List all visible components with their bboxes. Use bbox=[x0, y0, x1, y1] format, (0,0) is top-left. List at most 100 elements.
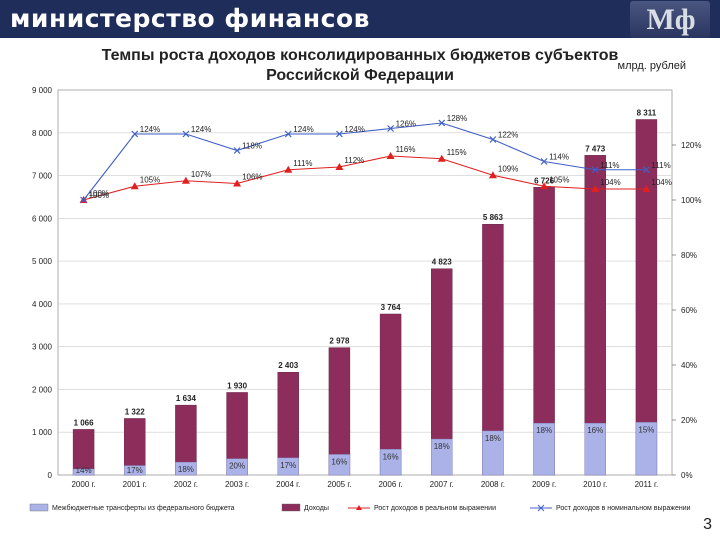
x-tick-label: 2002 г. bbox=[174, 480, 198, 489]
real-growth-marker bbox=[130, 182, 139, 190]
revenue-value-label: 2 978 bbox=[329, 337, 350, 346]
nominal-growth-marker bbox=[591, 166, 599, 174]
y-right-tick-label: 80% bbox=[681, 251, 697, 260]
nominal-growth-value-label: 126% bbox=[396, 120, 416, 129]
nominal-growth-marker bbox=[387, 125, 395, 132]
real-growth-value-label: 105% bbox=[140, 175, 160, 184]
transfers-bar bbox=[72, 468, 95, 476]
nominal-growth-marker bbox=[489, 136, 497, 143]
x-tick-label: 2009 г. bbox=[532, 480, 556, 489]
nominal-growth-marker bbox=[642, 166, 650, 174]
x-tick-label: 2011 г. bbox=[635, 480, 659, 489]
revenue-value-label: 1 930 bbox=[227, 381, 248, 390]
transfers-bar bbox=[431, 438, 453, 476]
chart-title: Темпы роста доходов консолидированных бю… bbox=[0, 46, 720, 86]
nominal-growth-value-label: 111% bbox=[651, 161, 670, 170]
chart-title-line2: Российской Федерации bbox=[266, 67, 454, 84]
nominal-growth-marker bbox=[438, 119, 446, 127]
transfers-bar bbox=[482, 430, 504, 476]
nominal-growth-value-label: 124% bbox=[140, 125, 160, 134]
transfers-share-label: 14% bbox=[76, 466, 92, 475]
real-growth-value-label: 112% bbox=[344, 156, 364, 165]
transfers-bar bbox=[175, 461, 197, 476]
legend-revenue-label: Доходы bbox=[304, 505, 329, 512]
y-left-tick-label: 2 000 bbox=[32, 385, 53, 394]
y-left-tick-label: 3 000 bbox=[32, 343, 53, 352]
transfers-bar bbox=[328, 454, 351, 476]
real-growth-value-label: 109% bbox=[498, 164, 518, 173]
page-number: 3 bbox=[703, 516, 712, 533]
nominal-growth-value-label: 124% bbox=[344, 125, 364, 134]
revenue-value-label: 1 322 bbox=[125, 407, 146, 416]
nominal-growth-value-label: 124% bbox=[293, 125, 313, 134]
y-right-tick-label: 40% bbox=[681, 361, 697, 370]
real-growth-marker bbox=[335, 163, 344, 170]
nominal-growth-value-label: 111% bbox=[600, 161, 619, 170]
y-left-tick-label: 7 000 bbox=[32, 172, 53, 181]
y-left-tick-label: 6 000 bbox=[32, 214, 53, 223]
legend-revenue-swatch bbox=[281, 503, 301, 512]
transfers-share-label: 16% bbox=[587, 426, 603, 435]
nominal-growth-value-label: 124% bbox=[191, 125, 211, 134]
real-growth-value-label: 104% bbox=[600, 178, 620, 187]
revenue-bar bbox=[635, 119, 658, 476]
x-tick-label: 2006 г. bbox=[378, 480, 402, 489]
nominal-growth-marker bbox=[540, 158, 548, 165]
real-growth-value-label: 100% bbox=[89, 189, 109, 198]
x-tick-label: 2005 г. bbox=[327, 480, 351, 489]
real-growth-marker bbox=[181, 176, 190, 184]
nominal-growth-marker bbox=[80, 196, 88, 204]
nominal-growth-value-label: 128% bbox=[447, 114, 467, 123]
real-growth-marker bbox=[642, 185, 651, 192]
transfers-share-label: 18% bbox=[536, 426, 552, 435]
transfers-share-label: 17% bbox=[280, 461, 296, 470]
chart-title-line1: Темпы роста доходов консолидированных бю… bbox=[101, 47, 619, 64]
transfers-share-label: 16% bbox=[383, 452, 399, 461]
ministry-logo: Мф bbox=[646, 3, 696, 36]
real-growth-marker bbox=[591, 185, 600, 192]
nominal-growth-marker bbox=[335, 130, 343, 138]
transfers-bar bbox=[635, 422, 658, 476]
y-right-tick-label: 0% bbox=[681, 471, 693, 480]
revenue-value-label: 4 823 bbox=[432, 258, 453, 267]
y-left-tick-label: 5 000 bbox=[32, 257, 53, 266]
y-left-tick-label: 9 000 bbox=[32, 86, 53, 95]
nominal-growth-value-label: 122% bbox=[498, 131, 518, 140]
revenue-value-label: 5 863 bbox=[483, 213, 504, 222]
revenue-value-label: 1 066 bbox=[74, 418, 95, 427]
transfers-bar bbox=[584, 423, 606, 476]
transfers-share-label: 17% bbox=[127, 466, 143, 475]
x-tick-label: 2008 г. bbox=[481, 480, 505, 489]
legend-transfers-swatch bbox=[29, 503, 49, 512]
x-tick-label: 2000 г. bbox=[71, 480, 95, 489]
legend-real-growth-label: Рост доходов в реальном выражении bbox=[374, 505, 496, 512]
transfers-bar bbox=[226, 458, 248, 476]
legend-transfers-label: Межбюджетные трансферты из федерального … bbox=[52, 504, 235, 512]
transfers-share-label: 15% bbox=[638, 425, 654, 434]
revenue-value-label: 1 634 bbox=[176, 394, 197, 403]
revenue-value-label: 2 403 bbox=[278, 361, 299, 370]
transfers-bar bbox=[277, 457, 299, 476]
nominal-growth-value-label: 114% bbox=[549, 153, 569, 162]
real-growth-value-label: 105% bbox=[549, 175, 569, 184]
nominal-growth-marker bbox=[233, 147, 241, 154]
x-tick-label: 2004 г. bbox=[276, 480, 300, 489]
y-right-tick-label: 60% bbox=[681, 306, 697, 315]
transfers-share-label: 18% bbox=[485, 434, 501, 443]
x-tick-label: 2003 г. bbox=[225, 480, 249, 489]
real-growth-value-label: 111% bbox=[293, 159, 312, 168]
units-label: млрд. рублей bbox=[617, 60, 686, 72]
y-left-tick-label: 0 bbox=[48, 471, 53, 480]
nominal-growth-marker bbox=[182, 130, 190, 138]
transfers-share-label: 20% bbox=[229, 462, 245, 471]
y-right-tick-label: 20% bbox=[681, 416, 697, 425]
nominal-growth-value-label: 118% bbox=[242, 142, 262, 151]
real-growth-value-label: 116% bbox=[396, 145, 416, 154]
transfers-bar bbox=[124, 465, 146, 476]
real-growth-value-label: 115% bbox=[447, 148, 467, 157]
x-tick-label: 2010 г. bbox=[583, 480, 607, 489]
nominal-growth-marker bbox=[284, 130, 292, 138]
real-growth-marker bbox=[386, 152, 395, 159]
real-growth-value-label: 104% bbox=[651, 178, 671, 187]
